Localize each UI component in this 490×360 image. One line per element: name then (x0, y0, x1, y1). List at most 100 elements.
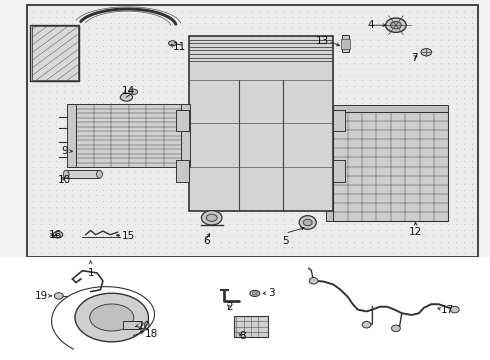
Point (194, 129, 201, 135)
Point (170, 152, 178, 158)
Ellipse shape (97, 170, 102, 178)
Point (52, 14, 60, 20)
Point (350, 250, 358, 256)
Point (405, 26, 413, 31)
Point (256, 60, 264, 66)
Point (217, 158, 225, 164)
Point (452, 181, 460, 187)
Point (99, 164, 107, 170)
Point (444, 83, 452, 89)
Point (413, 187, 421, 193)
Point (107, 193, 115, 198)
Point (437, 54, 444, 60)
Point (350, 66, 358, 72)
Point (256, 8, 264, 14)
Point (68, 43, 76, 49)
Point (225, 221, 233, 227)
Point (178, 158, 186, 164)
Point (437, 106, 444, 112)
Point (366, 106, 374, 112)
Point (248, 170, 256, 175)
Point (460, 250, 468, 256)
Point (460, 49, 468, 54)
Point (382, 8, 390, 14)
Point (29, 221, 37, 227)
Point (107, 204, 115, 210)
Point (115, 89, 123, 95)
Point (186, 181, 194, 187)
Point (29, 100, 37, 106)
Point (178, 221, 186, 227)
Point (429, 118, 437, 123)
Point (397, 26, 405, 31)
Point (170, 83, 178, 89)
Point (107, 216, 115, 221)
Point (358, 37, 366, 43)
Point (162, 227, 170, 233)
Point (319, 8, 327, 14)
Point (288, 170, 295, 175)
Point (452, 198, 460, 204)
Point (131, 204, 139, 210)
Point (76, 112, 84, 118)
Point (280, 193, 288, 198)
Point (319, 37, 327, 43)
Point (76, 170, 84, 175)
Point (390, 49, 397, 54)
Point (115, 239, 123, 244)
Point (350, 26, 358, 31)
Point (319, 129, 327, 135)
Point (397, 135, 405, 141)
Point (45, 227, 52, 233)
Point (139, 221, 147, 227)
Point (374, 158, 382, 164)
Point (295, 95, 303, 100)
Point (468, 152, 476, 158)
Point (343, 118, 350, 123)
Point (272, 141, 280, 147)
Point (209, 89, 217, 95)
Point (343, 66, 350, 72)
Point (139, 216, 147, 221)
Point (84, 141, 92, 147)
Point (60, 112, 68, 118)
Point (405, 216, 413, 221)
Point (201, 112, 209, 118)
Point (390, 118, 397, 123)
Point (241, 135, 248, 141)
Point (405, 60, 413, 66)
Point (358, 112, 366, 118)
Point (452, 20, 460, 26)
Point (131, 123, 139, 129)
Point (295, 135, 303, 141)
Point (358, 60, 366, 66)
Point (295, 100, 303, 106)
Point (405, 112, 413, 118)
Point (241, 26, 248, 31)
Point (201, 181, 209, 187)
Point (460, 147, 468, 152)
Point (29, 43, 37, 49)
Point (170, 181, 178, 187)
Point (186, 112, 194, 118)
Point (374, 129, 382, 135)
Point (60, 135, 68, 141)
Point (256, 66, 264, 72)
Point (248, 239, 256, 244)
Point (437, 175, 444, 181)
Point (280, 147, 288, 152)
Point (256, 118, 264, 123)
Point (327, 181, 335, 187)
Point (76, 164, 84, 170)
Point (335, 216, 343, 221)
Point (170, 66, 178, 72)
Point (68, 198, 76, 204)
Point (209, 239, 217, 244)
Point (366, 77, 374, 83)
Point (186, 123, 194, 129)
Point (68, 129, 76, 135)
Point (429, 233, 437, 239)
Point (444, 129, 452, 135)
Point (52, 198, 60, 204)
Point (76, 77, 84, 83)
